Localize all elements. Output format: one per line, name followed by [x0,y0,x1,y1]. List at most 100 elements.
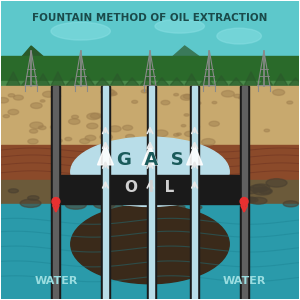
Ellipse shape [221,91,234,97]
Ellipse shape [14,95,23,100]
Ellipse shape [184,131,195,136]
Ellipse shape [3,115,9,118]
Ellipse shape [202,196,214,200]
Polygon shape [187,145,202,165]
Ellipse shape [195,101,201,105]
Ellipse shape [250,197,267,204]
Ellipse shape [96,184,117,193]
Polygon shape [66,78,80,86]
Ellipse shape [51,94,61,98]
Bar [147,85,156,298]
Ellipse shape [250,185,267,192]
Ellipse shape [100,134,112,140]
Bar [61,175,239,205]
Ellipse shape [20,199,41,207]
Ellipse shape [8,94,15,97]
Bar [101,85,110,298]
Ellipse shape [283,201,298,207]
Ellipse shape [266,179,287,187]
Ellipse shape [118,178,140,187]
Polygon shape [6,78,20,86]
Ellipse shape [28,139,38,144]
Ellipse shape [152,120,156,122]
Bar [103,85,108,298]
Bar [240,85,248,298]
Polygon shape [170,76,184,85]
Bar [242,85,247,298]
Ellipse shape [148,120,154,123]
Bar [2,145,298,180]
Ellipse shape [80,139,90,144]
Text: WATER: WATER [222,276,266,286]
Ellipse shape [145,139,152,142]
Ellipse shape [183,94,192,99]
Ellipse shape [43,91,55,97]
Polygon shape [289,74,300,85]
Text: FOUNTAIN METHOD OF OIL EXTRACTION: FOUNTAIN METHOD OF OIL EXTRACTION [32,13,268,23]
Polygon shape [214,78,228,86]
Ellipse shape [0,98,8,103]
Ellipse shape [65,201,86,209]
Ellipse shape [132,100,138,103]
Ellipse shape [71,115,79,119]
Ellipse shape [238,97,242,99]
Bar [2,81,298,88]
Ellipse shape [181,124,186,127]
Bar [192,85,197,298]
Ellipse shape [259,189,271,194]
Ellipse shape [105,90,116,96]
Polygon shape [200,78,213,86]
Ellipse shape [174,134,179,136]
Ellipse shape [161,100,170,105]
Ellipse shape [264,129,269,132]
Ellipse shape [55,139,62,142]
Polygon shape [229,74,243,85]
Ellipse shape [51,22,110,40]
Ellipse shape [177,133,181,135]
Ellipse shape [40,100,45,102]
Ellipse shape [85,135,96,141]
Circle shape [240,197,248,206]
Bar [148,85,154,298]
Ellipse shape [143,190,158,196]
Bar [190,85,199,298]
Polygon shape [244,76,258,85]
Text: O  I  L: O I L [125,180,175,195]
Ellipse shape [91,185,108,192]
Polygon shape [110,74,124,85]
Bar [2,2,298,120]
Ellipse shape [126,134,134,139]
Polygon shape [125,74,139,85]
Ellipse shape [233,190,249,196]
Ellipse shape [253,184,270,191]
Ellipse shape [29,129,38,133]
Bar [53,85,58,298]
Ellipse shape [101,126,110,131]
Polygon shape [81,78,94,86]
Ellipse shape [246,197,256,201]
Ellipse shape [69,119,80,124]
Ellipse shape [87,123,98,129]
Ellipse shape [38,126,46,130]
Ellipse shape [28,196,39,200]
Polygon shape [51,78,65,86]
Ellipse shape [123,125,133,130]
Ellipse shape [65,137,72,141]
Ellipse shape [8,189,18,193]
Ellipse shape [70,180,83,185]
Ellipse shape [57,187,68,191]
Ellipse shape [155,186,172,193]
Ellipse shape [87,113,100,120]
Ellipse shape [192,206,202,209]
Circle shape [52,197,60,206]
Bar [2,205,298,298]
Ellipse shape [112,93,117,95]
Ellipse shape [90,113,101,118]
Text: WATER: WATER [34,276,78,286]
Ellipse shape [109,126,121,132]
Ellipse shape [273,89,285,95]
Polygon shape [140,46,239,86]
Ellipse shape [71,137,229,206]
Polygon shape [274,76,288,85]
Ellipse shape [181,94,193,100]
